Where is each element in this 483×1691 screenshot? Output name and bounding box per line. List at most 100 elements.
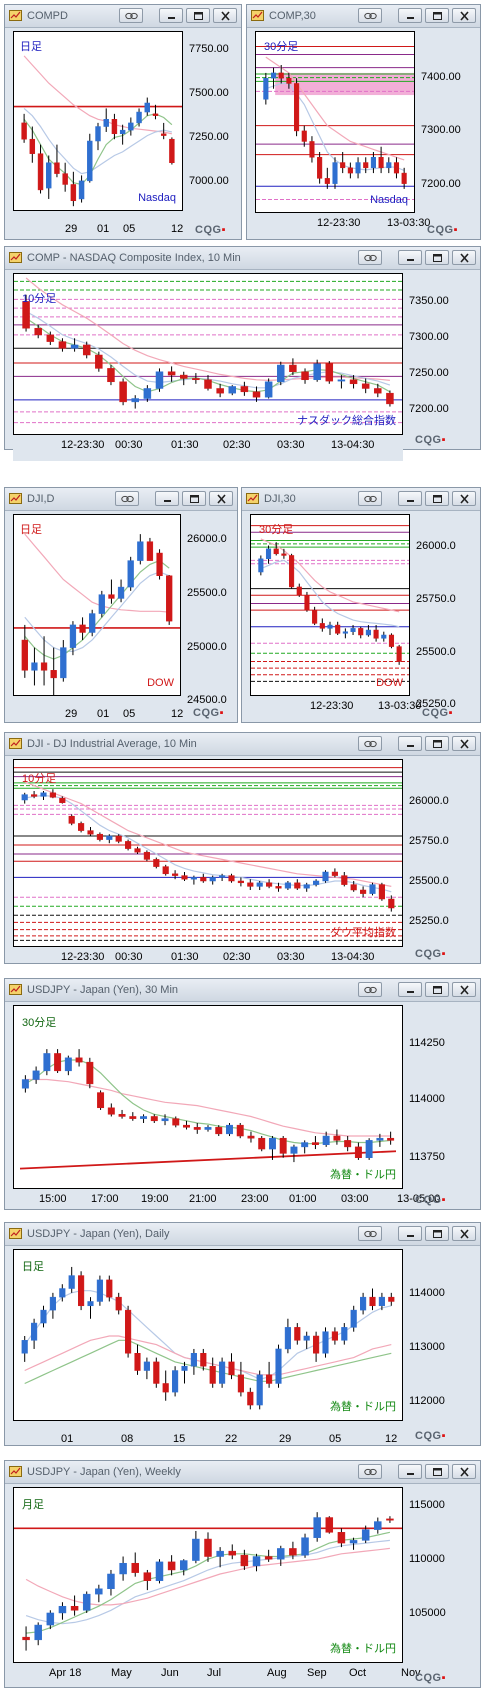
- candle: [40, 791, 47, 800]
- x-tick-label: 13-03:30: [387, 217, 431, 229]
- maximize-button[interactable]: [425, 1226, 449, 1241]
- close-button[interactable]: [452, 250, 476, 265]
- link-button[interactable]: [358, 736, 382, 751]
- candle: [361, 378, 370, 394]
- minimize-button[interactable]: [398, 982, 422, 997]
- minimize-button[interactable]: [398, 250, 422, 265]
- candle: [266, 879, 273, 889]
- x-tick-label: 15: [173, 1433, 186, 1445]
- x-axis-panel: 15:00 17:00 19:00 21:00 23:00 01:00 03:00 13-05…: [13, 1189, 440, 1209]
- candle: [363, 157, 369, 174]
- link-button[interactable]: [358, 982, 382, 997]
- candle: [369, 882, 376, 896]
- candle: [294, 78, 300, 137]
- link-button[interactable]: [119, 8, 143, 23]
- window-titlebar[interactable]: DJI,D: [5, 488, 237, 511]
- candle: [181, 1361, 188, 1384]
- window-titlebar[interactable]: COMP,30: [247, 5, 480, 28]
- plot-area[interactable]: 30分足 為替・ドル円: [13, 1005, 403, 1189]
- maximize-button[interactable]: [425, 982, 449, 997]
- highlight-zone: [275, 72, 414, 96]
- close-button[interactable]: [209, 491, 233, 506]
- candle: [332, 157, 338, 189]
- close-button[interactable]: [452, 8, 476, 23]
- maximize-button[interactable]: [182, 491, 206, 506]
- minimize-button[interactable]: [159, 8, 183, 23]
- link-button[interactable]: [358, 1226, 382, 1241]
- link-button[interactable]: [358, 1464, 382, 1479]
- close-button[interactable]: [452, 1226, 476, 1241]
- maximize-button[interactable]: [425, 8, 449, 23]
- chart-window-comp-10[interactable]: COMP - NASDAQ Composite Index, 10 Min 735…: [4, 246, 481, 461]
- chart-app-icon: [9, 252, 22, 263]
- plot-area[interactable]: 日足 DOW: [13, 514, 181, 696]
- window-titlebar[interactable]: COMP - NASDAQ Composite Index, 10 Min: [5, 247, 480, 270]
- maximize-button[interactable]: [425, 250, 449, 265]
- index-label: DOW: [376, 677, 403, 689]
- minimize-button[interactable]: [398, 8, 422, 23]
- minimize-button[interactable]: [155, 491, 179, 506]
- window-titlebar[interactable]: USDJPY - Japan (Yen), 30 Min: [5, 979, 480, 1002]
- moving-average-line: [25, 1539, 390, 1625]
- window-titlebar[interactable]: USDJPY - Japan (Yen), Weekly: [5, 1461, 480, 1484]
- chart-window-dji-daily[interactable]: DJI,D 26000.0 25500.0 25000.0 24500.0 29 01 05 1…: [4, 487, 238, 723]
- window-titlebar[interactable]: DJI,30: [242, 488, 480, 511]
- chart-window-usdjpy-weekly[interactable]: USDJPY - Japan (Yen), Weekly 115000 110000…: [4, 1460, 481, 1688]
- candle: [89, 609, 96, 637]
- plot-area[interactable]: 30分足 Nasdaq: [255, 31, 415, 213]
- maximize-button[interactable]: [425, 491, 449, 506]
- period-label: 30分足: [264, 41, 299, 53]
- plot-area[interactable]: 日足 Nasdaq: [13, 31, 183, 211]
- link-button[interactable]: [358, 250, 382, 265]
- y-tick-label: 7350.00: [409, 295, 449, 307]
- candle: [137, 534, 144, 565]
- candle: [301, 1533, 309, 1558]
- period-label: 30分足: [22, 1017, 57, 1029]
- chart-svg: [19, 1049, 397, 1170]
- candle: [127, 556, 134, 591]
- window-titlebar[interactable]: COMPD: [5, 5, 241, 28]
- chart-window-comp-30[interactable]: COMP,30 7400.00 7300.00 7200.00 12-23:30 13-0…: [246, 4, 481, 240]
- minimize-button[interactable]: [398, 491, 422, 506]
- plot-area[interactable]: 10分足 ダウ平均指数: [13, 759, 403, 947]
- plot-area[interactable]: 10分足 ナスダック総合指数: [13, 273, 403, 435]
- moving-average-line: [24, 533, 170, 613]
- close-button[interactable]: [452, 491, 476, 506]
- maximize-button[interactable]: [425, 1464, 449, 1479]
- maximize-button[interactable]: [186, 8, 210, 23]
- candle: [331, 1327, 338, 1345]
- link-button[interactable]: [358, 8, 382, 23]
- minimize-button[interactable]: [398, 1464, 422, 1479]
- plot-area[interactable]: 日足 為替・ドル円: [13, 1249, 403, 1421]
- chart-window-dji-10[interactable]: DJI - DJ Industrial Average, 10 Min 26000…: [4, 732, 481, 964]
- minimize-button[interactable]: [398, 736, 422, 751]
- plot-area[interactable]: 月足 為替・ドル円: [13, 1487, 403, 1663]
- link-button[interactable]: [115, 491, 139, 506]
- window-titlebar[interactable]: DJI - DJ Industrial Average, 10 Min: [5, 733, 480, 756]
- chart-window-usdjpy-30[interactable]: USDJPY - Japan (Yen), 30 Min 114250 114000…: [4, 978, 481, 1210]
- close-button[interactable]: [452, 1464, 476, 1479]
- candle: [228, 1353, 235, 1380]
- chart-svg: [251, 525, 409, 682]
- maximize-button[interactable]: [425, 736, 449, 751]
- close-button[interactable]: [452, 736, 476, 751]
- chart-window-dji-30[interactable]: DJI,30 26000.0 25750.0 25500.0 25250.0 12-23:…: [241, 487, 481, 723]
- window-titlebar[interactable]: USDJPY - Japan (Yen), Daily: [5, 1223, 480, 1246]
- minimize-button[interactable]: [398, 1226, 422, 1241]
- link-button[interactable]: [358, 491, 382, 506]
- plot-area[interactable]: 30分足 DOW: [250, 514, 410, 696]
- cqg-logo: CQG▪: [415, 434, 446, 446]
- close-button[interactable]: [452, 982, 476, 997]
- period-label: 日足: [20, 524, 42, 536]
- chart-window-usdjpy-daily[interactable]: USDJPY - Japan (Yen), Daily 114000 113000 1…: [4, 1222, 481, 1446]
- x-tick-label: 21:00: [189, 1193, 217, 1205]
- candle: [264, 1549, 273, 1562]
- y-tick-label: 25500.0: [416, 646, 456, 658]
- x-axis-panel: Apr 18 May Jun Jul Aug Sep Oct Nov: [13, 1663, 421, 1685]
- x-tick-label: 08: [121, 1433, 134, 1445]
- chart-window-comp-daily[interactable]: COMPD 7750.00 7500.00 7250.00 7000.00 29 01 05 1…: [4, 4, 242, 240]
- candle: [108, 579, 115, 604]
- close-button[interactable]: [213, 8, 237, 23]
- candle: [289, 1541, 297, 1560]
- y-tick-label: 7500.00: [189, 87, 229, 99]
